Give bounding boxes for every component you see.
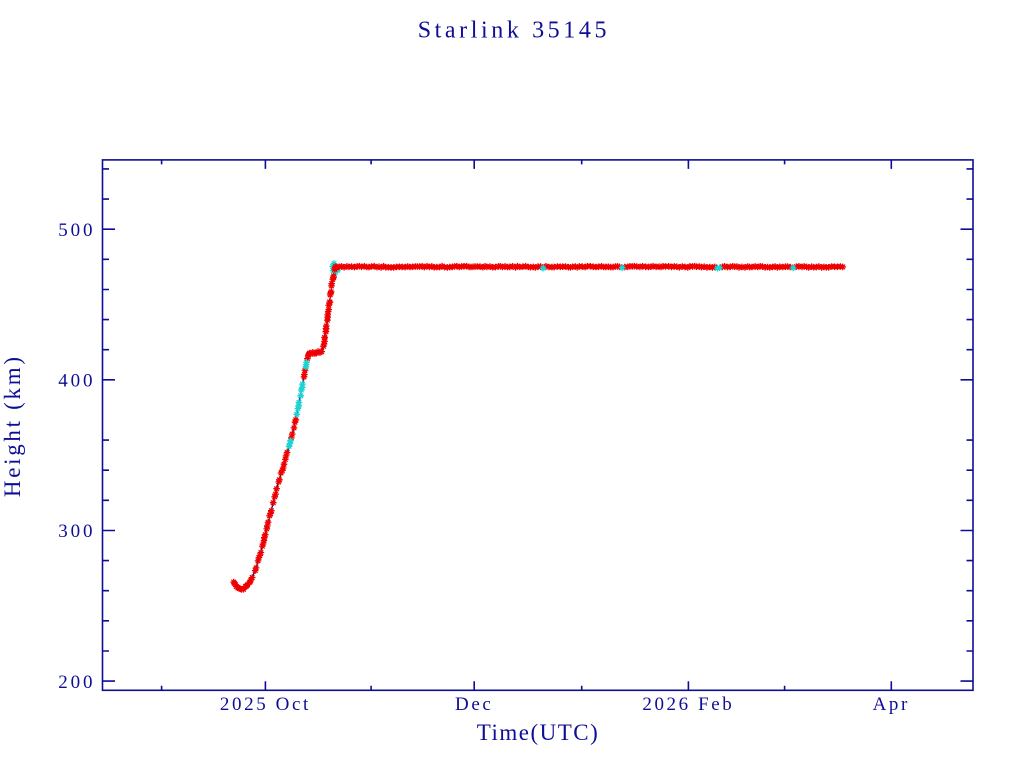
svg-text:300: 300 (58, 521, 95, 542)
svg-text:Time(UTC): Time(UTC) (477, 720, 600, 745)
svg-text:Starlink 35145: Starlink 35145 (418, 18, 610, 44)
svg-text:500: 500 (58, 220, 95, 241)
svg-text:400: 400 (58, 371, 95, 392)
svg-text:2026 Feb: 2026 Feb (642, 694, 734, 715)
svg-text:Apr: Apr (873, 694, 910, 715)
svg-text:200: 200 (58, 672, 95, 693)
svg-text:Height (km): Height (km) (0, 354, 25, 497)
svg-text:Dec: Dec (455, 694, 493, 715)
svg-text:2025 Oct: 2025 Oct (220, 694, 311, 715)
